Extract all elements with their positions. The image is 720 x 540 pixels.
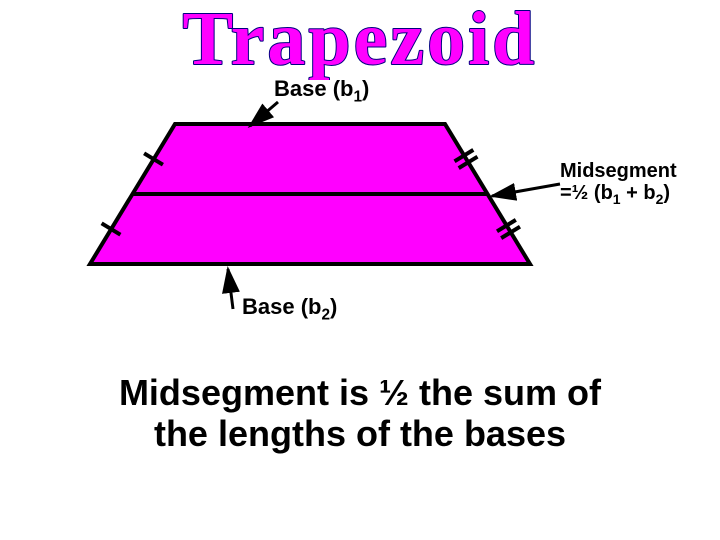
diagram-svg: [0, 84, 720, 344]
svg-text:Trapezoid: Trapezoid: [183, 0, 538, 80]
label-base-1: Base (b1): [274, 76, 369, 106]
label-base-2: Base (b2): [242, 294, 337, 324]
label-midsegment: Midsegment =½ (b1 + b2): [560, 160, 677, 207]
page-title: Trapezoid: [0, 0, 720, 84]
trapezoid-diagram: Base (b1) Midsegment =½ (b1 + b2) Base (…: [0, 84, 720, 364]
midsegment-statement: Midsegment is ½ the sum of the lengths o…: [0, 372, 720, 455]
title-svg: Trapezoid: [0, 0, 720, 80]
